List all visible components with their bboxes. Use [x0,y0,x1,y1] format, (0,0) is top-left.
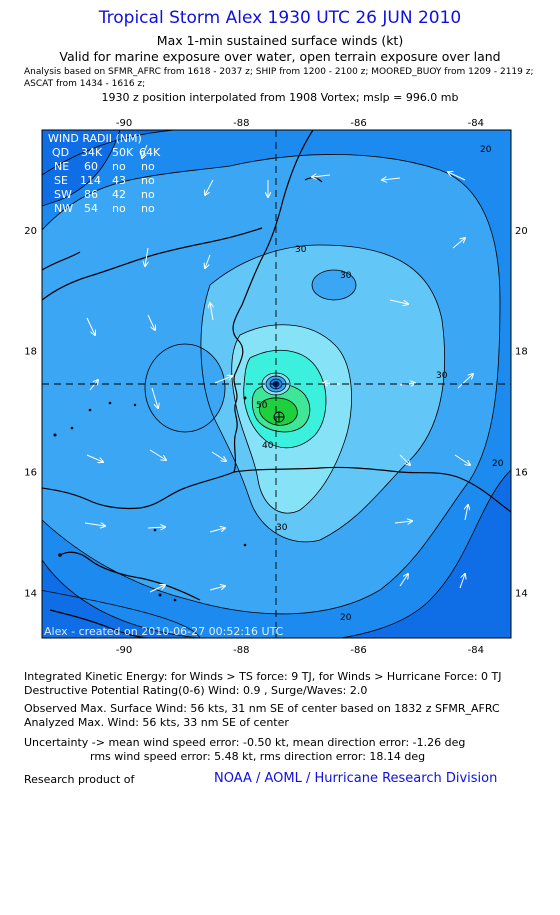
axis-labels: -90 -88 -86 -84 -90 -88 -86 -84 20 18 16… [24,118,527,656]
wind-radii-row-ne: NE 60 no no [54,160,155,173]
x-tick-label-bottom: -88 [233,645,249,656]
contour-label: 30 [436,371,448,381]
contour-label: 40 [262,441,274,451]
contour-label: 30 [295,245,307,255]
coastline [42,130,511,638]
uncertainty-line-2: rms wind speed error: 5.48 kt, rms direc… [90,750,426,763]
contour-label: 50 [256,401,268,411]
analysis-sources-2: ASCAT from 1434 - 1616 z; [24,79,146,89]
low-wind-pool-north [311,269,357,301]
contour-label: 20 [480,145,492,155]
chart-subtitle: Max 1-min sustained surface winds (kt) [156,33,404,48]
contour-label: 20 [492,459,504,469]
dpr-line: Destructive Potential Rating(0-6) Wind: … [24,684,368,697]
y-tick-label-right: 18 [515,347,528,358]
contour-label: 30 [340,271,352,281]
x-tick-label-bottom: -84 [468,645,484,656]
wind-radii-table: WIND RADII (NM) QD 34K 50K 64K NE 60 no no … [48,132,161,215]
observed-max-line: Observed Max. Surface Wind: 56 kts, 31 n… [24,702,500,715]
low-wind-pool-nw [42,130,121,207]
analysis-sources: Analysis based on SFMR_AFRC from 1618 - … [24,67,534,77]
y-tick-label-right: 16 [515,468,528,479]
contour-lines [42,130,511,638]
radii-header-qd: QD [52,146,69,159]
radii-header-50k: 50K [112,146,134,159]
contour-label-group: 20 30 30 30 40 50 30 20 20 [256,145,504,623]
position-note: 1930 z position interpolated from 1908 V… [101,91,459,104]
plot-frame [41,129,512,639]
x-tick-label-top: -86 [350,118,366,129]
x-tick-label-top: -84 [468,118,484,129]
y-tick-label-left: 18 [24,347,37,358]
wind-radii-row-nw: NW 54 no no [54,202,155,215]
chart-title: Tropical Storm Alex 1930 UTC 26 JUN 2010 [98,8,462,28]
x-tick-label-bottom: -86 [350,645,366,656]
research-label: Research product of [24,773,135,786]
wind-radii-title: WIND RADII (NM) [48,132,142,145]
chart-subtitle-exposure: Valid for marine exposure over water, op… [59,49,501,64]
contour-label: 20 [340,613,352,623]
center-crosshair [42,130,511,638]
wind-radii-row-se: SE 114 43 no [54,174,155,187]
contour-label: 30 [276,523,288,533]
x-tick-label-top: -90 [116,118,132,129]
y-tick-label-right: 14 [515,589,528,600]
created-watermark: Alex - created on 2010-06-27 00:52:16 UT… [44,625,284,638]
wind-radii-row-sw: SW 86 42 no [54,188,155,201]
radii-header-34k: 34K [81,146,103,159]
wind-map: 20 30 30 30 40 50 30 20 20 WIND RADII (N… [24,118,527,656]
y-tick-label-left: 20 [24,226,37,237]
wind-vectors [84,144,473,593]
max-wind-marker [273,411,285,423]
radii-header-64k: 64K [139,146,161,159]
y-tick-label-left: 14 [24,589,37,600]
low-wind-pool-west [144,343,226,433]
noaa-aoml-link[interactable]: NOAA / AOML / Hurricane Research Divisio… [214,771,498,786]
ike-line: Integrated Kinetic Energy: for Winds > T… [24,670,502,683]
wind-radii-header: QD 34K 50K 64K [52,146,161,159]
x-tick-label-top: -88 [233,118,249,129]
y-tick-label-right: 20 [515,226,528,237]
y-tick-label-left: 16 [24,468,37,479]
uncertainty-line-1: Uncertainty -> mean wind speed error: -0… [24,736,466,749]
analyzed-max-line: Analyzed Max. Wind: 56 kts, 33 nm SE of … [24,716,289,729]
islands [53,396,247,602]
x-tick-label-bottom: -90 [116,645,132,656]
